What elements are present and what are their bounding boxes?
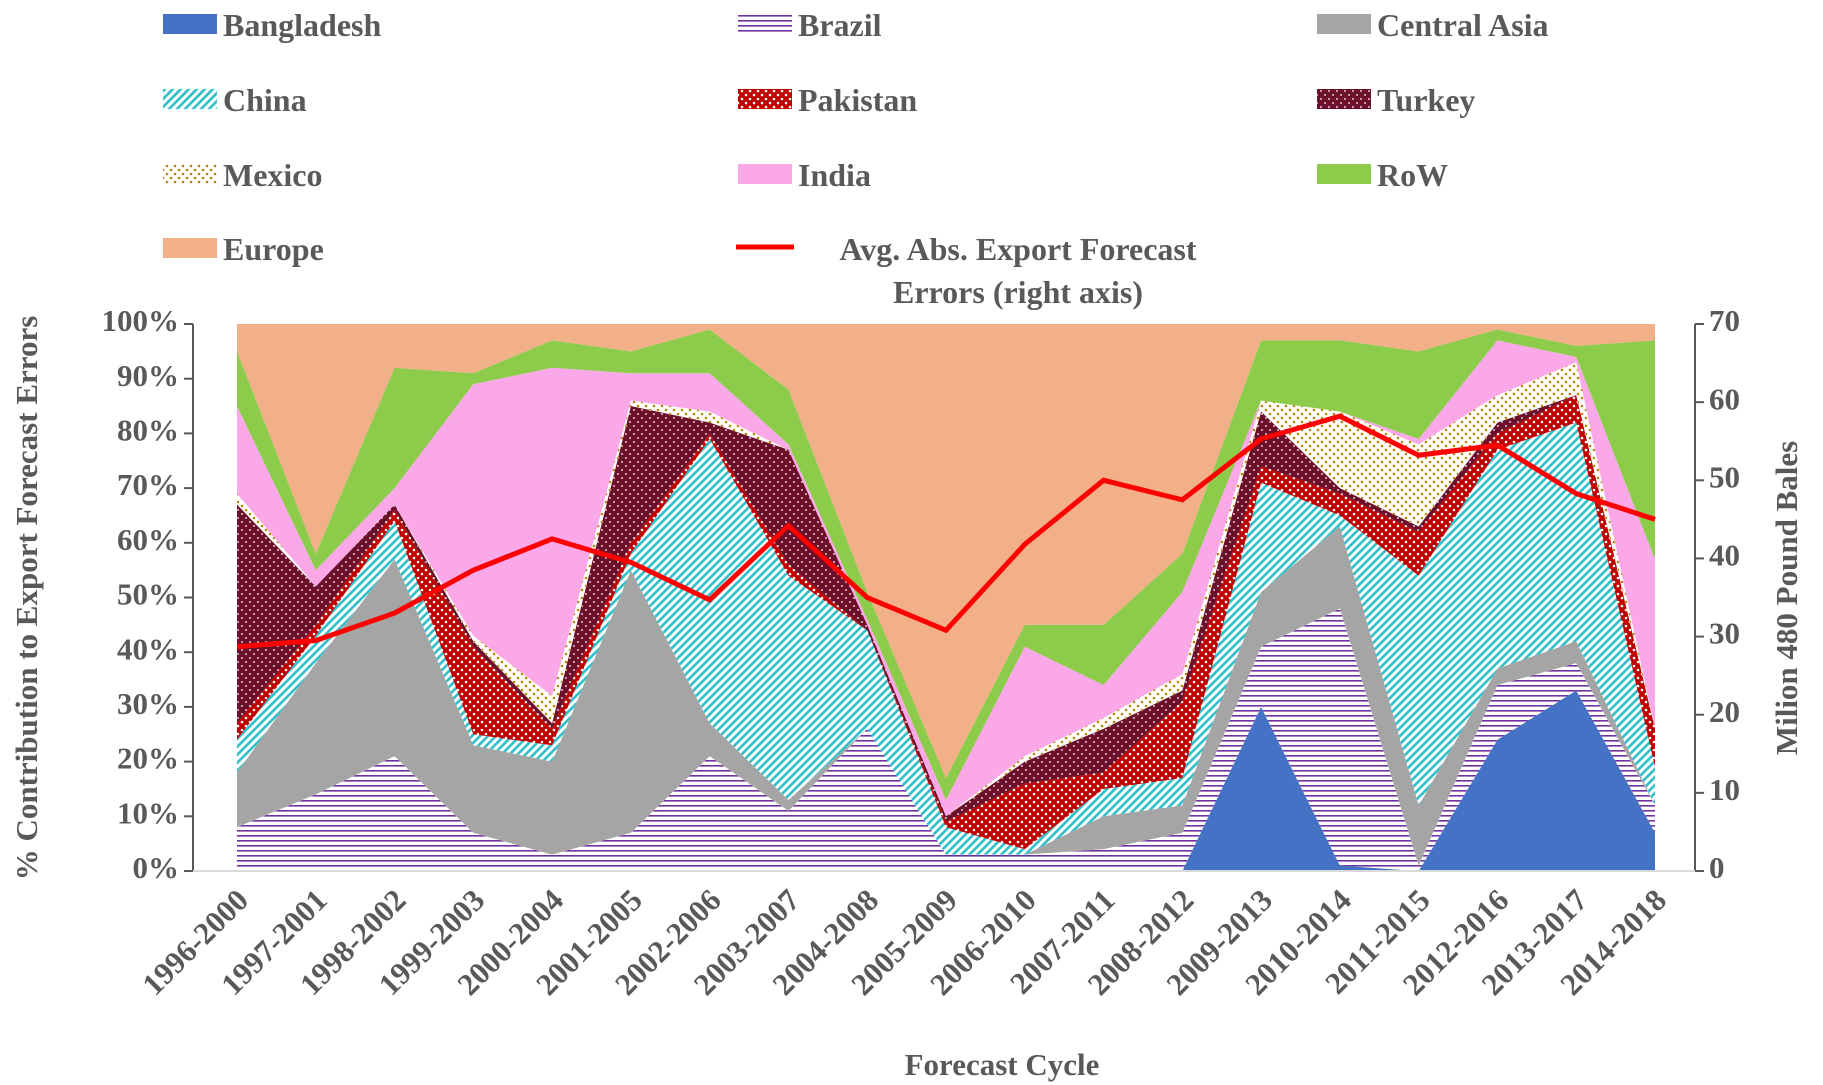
area [237, 324, 1655, 779]
y2-tick-label: 10 [1709, 772, 1740, 807]
legend-item: Central Asia [1315, 4, 1549, 47]
y-axis-title: % Contribution to Export Forecast Errors [9, 316, 44, 881]
legend-item: Mexico [161, 154, 323, 197]
area [237, 608, 1655, 871]
legend-item: Bangladesh [161, 4, 381, 47]
legend-item: Turkey [1315, 79, 1475, 122]
legend-swatch [736, 244, 794, 250]
legend-item: RoW [1315, 154, 1448, 197]
legend-label: Brazil [798, 7, 882, 43]
legend-label: Turkey [1377, 82, 1476, 118]
y-tick-label: 100% [102, 303, 180, 338]
legend-label: Mexico [223, 157, 323, 193]
area [237, 422, 1655, 855]
legend-label: China [223, 82, 307, 118]
y2-axis-title: Milion 480 Pound Bales [1769, 441, 1804, 755]
y2-tick-label: 60 [1709, 381, 1740, 416]
legend-swatch [738, 14, 792, 34]
legend-label: Europe [223, 231, 324, 267]
y2-tick-label: 20 [1709, 694, 1740, 729]
legend-item: Pakistan [736, 79, 917, 122]
legend-swatch [163, 14, 217, 34]
legend-swatch [1317, 164, 1371, 184]
area [237, 362, 1655, 817]
legend-label: Avg. Abs. Export Forecast Errors (right … [839, 231, 1197, 311]
legend-item: China [161, 79, 307, 122]
legend-swatch [1317, 89, 1371, 109]
legend-label: Pakistan [798, 82, 918, 118]
legend-swatch [163, 89, 217, 109]
y-tick-label: 10% [117, 795, 179, 830]
legend-label: India [798, 157, 871, 193]
legend-item: Avg. Abs. Export Forecast Errors (right … [736, 228, 1238, 314]
legend-item: India [736, 154, 871, 197]
area [237, 340, 1655, 817]
x-axis-title: Forecast Cycle [905, 1047, 1100, 1082]
y-tick-label: 50% [117, 577, 179, 612]
y2-tick-label: 70 [1709, 303, 1740, 338]
y-tick-label: 90% [117, 358, 179, 393]
y2-tick-label: 0 [1709, 850, 1725, 885]
y2-tick-label: 40 [1709, 538, 1740, 573]
line [236, 413, 1656, 650]
y-tick-label: 20% [117, 741, 179, 776]
legend-swatch [738, 89, 792, 109]
area [237, 395, 1655, 850]
y-tick-label: 40% [117, 631, 179, 666]
y-tick-label: 0% [133, 850, 180, 885]
legend-swatch [1317, 14, 1371, 34]
y-tick-label: 70% [117, 467, 179, 502]
y2-tick-label: 30 [1709, 616, 1740, 651]
legend-label: RoW [1377, 157, 1449, 193]
legend-swatch [163, 164, 217, 184]
y-tick-label: 30% [117, 686, 179, 721]
y-tick-label: 80% [117, 413, 179, 448]
area [237, 690, 1655, 871]
legend-label: Central Asia [1377, 7, 1549, 43]
legend-label: Bangladesh [223, 7, 382, 43]
y2-tick-label: 50 [1709, 459, 1740, 494]
y-tick-label: 60% [117, 522, 179, 557]
legend-swatch [163, 238, 217, 258]
legend-swatch [738, 164, 792, 184]
area [237, 526, 1655, 866]
legend-item: Brazil [736, 4, 882, 47]
legend-item: Europe [161, 228, 324, 271]
